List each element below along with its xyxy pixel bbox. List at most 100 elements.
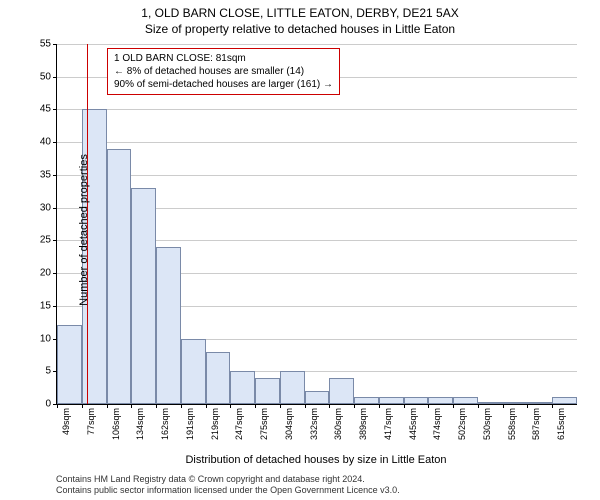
bar — [206, 352, 231, 404]
bar — [404, 397, 429, 404]
xtick-label: 332sqm — [309, 408, 319, 458]
ytick-mark — [53, 240, 57, 241]
ytick-label: 35 — [27, 169, 51, 180]
ytick-label: 15 — [27, 300, 51, 311]
bar — [107, 149, 132, 404]
xtick-mark — [57, 404, 58, 408]
ytick-label: 45 — [27, 104, 51, 115]
ytick-label: 50 — [27, 71, 51, 82]
xtick-label: 502sqm — [457, 408, 467, 458]
footer-line-1: Contains HM Land Registry data © Crown c… — [56, 474, 400, 485]
xtick-mark — [131, 404, 132, 408]
gridline — [57, 142, 577, 143]
bar — [354, 397, 379, 404]
xtick-label: 558sqm — [507, 408, 517, 458]
bar — [156, 247, 181, 404]
xtick-mark — [82, 404, 83, 408]
ytick-mark — [53, 273, 57, 274]
xtick-mark — [156, 404, 157, 408]
xtick-mark — [305, 404, 306, 408]
ytick-label: 20 — [27, 268, 51, 279]
xtick-label: 106sqm — [111, 408, 121, 458]
footer: Contains HM Land Registry data © Crown c… — [56, 474, 400, 496]
xtick-label: 134sqm — [135, 408, 145, 458]
bar — [503, 402, 528, 404]
xtick-label: 445sqm — [408, 408, 418, 458]
ytick-mark — [53, 44, 57, 45]
bar — [255, 378, 280, 404]
annotation-box: 1 OLD BARN CLOSE: 81sqm← 8% of detached … — [107, 48, 340, 95]
ytick-label: 30 — [27, 202, 51, 213]
ytick-mark — [53, 77, 57, 78]
ytick-mark — [53, 175, 57, 176]
xtick-label: 219sqm — [210, 408, 220, 458]
xtick-label: 247sqm — [234, 408, 244, 458]
bar — [131, 188, 156, 404]
gridline — [57, 109, 577, 110]
plot: 051015202530354045505549sqm77sqm106sqm13… — [56, 44, 577, 405]
y-axis-label: Number of detached properties — [78, 154, 90, 306]
xtick-mark — [552, 404, 553, 408]
x-axis-label: Distribution of detached houses by size … — [56, 454, 576, 466]
xtick-label: 162sqm — [160, 408, 170, 458]
xtick-mark — [503, 404, 504, 408]
xtick-mark — [404, 404, 405, 408]
bar — [181, 339, 206, 404]
ytick-label: 25 — [27, 235, 51, 246]
xtick-label: 275sqm — [259, 408, 269, 458]
xtick-mark — [280, 404, 281, 408]
xtick-mark — [354, 404, 355, 408]
xtick-mark — [230, 404, 231, 408]
title-line-1: 1, OLD BARN CLOSE, LITTLE EATON, DERBY, … — [0, 0, 600, 20]
ytick-mark — [53, 306, 57, 307]
bar — [329, 378, 354, 404]
xtick-mark — [206, 404, 207, 408]
xtick-label: 587sqm — [531, 408, 541, 458]
bar — [453, 397, 478, 404]
ytick-label: 0 — [27, 399, 51, 410]
bar — [57, 325, 82, 404]
ytick-mark — [53, 142, 57, 143]
bar — [230, 371, 255, 404]
ytick-label: 55 — [27, 39, 51, 50]
xtick-label: 474sqm — [432, 408, 442, 458]
ytick-mark — [53, 208, 57, 209]
xtick-mark — [527, 404, 528, 408]
xtick-label: 417sqm — [383, 408, 393, 458]
bar — [305, 391, 330, 404]
xtick-label: 77sqm — [86, 408, 96, 458]
ytick-label: 40 — [27, 137, 51, 148]
ytick-mark — [53, 109, 57, 110]
xtick-mark — [107, 404, 108, 408]
gridline — [57, 175, 577, 176]
ytick-label: 10 — [27, 333, 51, 344]
annotation-line-3: 90% of semi-detached houses are larger (… — [114, 78, 333, 91]
xtick-mark — [453, 404, 454, 408]
xtick-mark — [379, 404, 380, 408]
bar — [478, 402, 503, 404]
xtick-mark — [428, 404, 429, 408]
annotation-line-1: 1 OLD BARN CLOSE: 81sqm — [114, 52, 333, 65]
bar — [428, 397, 453, 404]
bar — [280, 371, 305, 404]
bar — [379, 397, 404, 404]
gridline — [57, 44, 577, 45]
bar — [552, 397, 577, 404]
bar — [527, 402, 552, 404]
xtick-label: 530sqm — [482, 408, 492, 458]
xtick-label: 191sqm — [185, 408, 195, 458]
xtick-mark — [478, 404, 479, 408]
xtick-label: 304sqm — [284, 408, 294, 458]
xtick-mark — [181, 404, 182, 408]
xtick-mark — [255, 404, 256, 408]
xtick-mark — [329, 404, 330, 408]
ytick-label: 5 — [27, 366, 51, 377]
xtick-label: 615sqm — [556, 408, 566, 458]
title-line-2: Size of property relative to detached ho… — [0, 20, 600, 36]
chart-area: 051015202530354045505549sqm77sqm106sqm13… — [56, 44, 576, 404]
footer-line-2: Contains public sector information licen… — [56, 485, 400, 496]
annotation-line-2: ← 8% of detached houses are smaller (14) — [114, 65, 333, 78]
xtick-label: 389sqm — [358, 408, 368, 458]
xtick-label: 49sqm — [61, 408, 71, 458]
xtick-label: 360sqm — [333, 408, 343, 458]
